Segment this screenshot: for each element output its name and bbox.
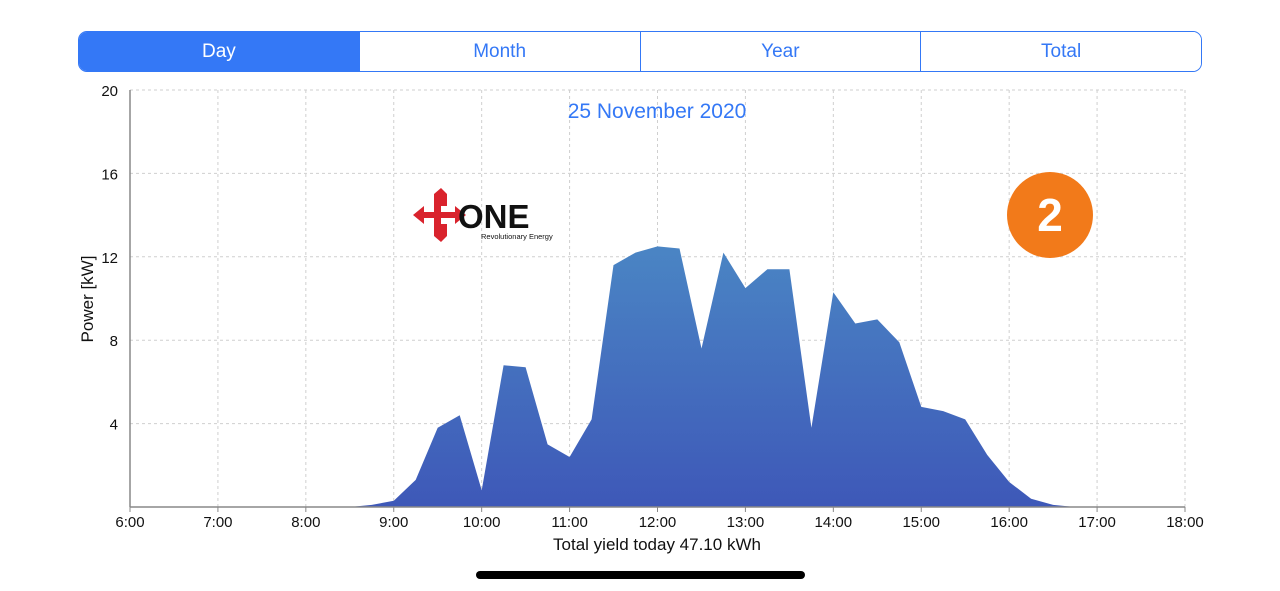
x-tick-label: 10:00 bbox=[463, 514, 501, 531]
x-tick-label: 17:00 bbox=[1078, 514, 1116, 531]
tab-month[interactable]: Month bbox=[358, 32, 640, 71]
logo-h-emblem-icon bbox=[413, 188, 466, 242]
x-axis-ticks: 6:00 7:00 8:00 9:00 10:00 11:00 12:00 13:00 14:0… bbox=[115, 507, 1204, 531]
x-tick-label: 14:00 bbox=[815, 514, 853, 531]
y-axis-ticks: 4 8 12 16 20 bbox=[101, 83, 118, 434]
tab-total[interactable]: Total bbox=[920, 32, 1201, 71]
power-area-series bbox=[130, 246, 1185, 507]
x-tick-label: 8:00 bbox=[291, 514, 320, 531]
y-tick-label: 16 bbox=[101, 166, 118, 183]
chart-grid bbox=[129, 89, 1186, 507]
x-axis-label: Total yield today 47.10 kWh bbox=[553, 535, 761, 554]
x-tick-label: 9:00 bbox=[379, 514, 408, 531]
x-tick-label: 11:00 bbox=[551, 514, 587, 531]
tab-year[interactable]: Year bbox=[639, 32, 921, 71]
x-tick-label: 7:00 bbox=[203, 514, 232, 531]
logo-tagline: Revolutionary Energy bbox=[481, 232, 553, 241]
badge-number: 2 bbox=[1037, 189, 1063, 241]
x-tick-label: 6:00 bbox=[115, 514, 144, 531]
period-segmented-control: Day Month Year Total bbox=[78, 31, 1202, 72]
chart-date-title: 25 November 2020 bbox=[568, 100, 747, 123]
x-tick-label: 12:00 bbox=[639, 514, 677, 531]
y-tick-label: 4 bbox=[110, 417, 118, 434]
tab-day[interactable]: Day bbox=[79, 32, 359, 71]
y-tick-label: 20 bbox=[101, 83, 118, 100]
badge-circle bbox=[1007, 172, 1093, 258]
brand-logo: ONE Revolutionary Energy bbox=[413, 188, 553, 242]
x-tick-label: 15:00 bbox=[902, 514, 940, 531]
x-tick-label: 13:00 bbox=[727, 514, 765, 531]
logo-wordmark: ONE bbox=[458, 198, 530, 235]
y-tick-label: 12 bbox=[101, 250, 118, 267]
x-tick-label: 16:00 bbox=[990, 514, 1028, 531]
y-axis-label: Power [kW] bbox=[78, 256, 97, 343]
y-tick-label: 8 bbox=[110, 333, 118, 350]
home-indicator[interactable] bbox=[476, 571, 805, 579]
x-tick-label: 18:00 bbox=[1166, 514, 1204, 531]
step-badge: 2 bbox=[1007, 172, 1093, 258]
